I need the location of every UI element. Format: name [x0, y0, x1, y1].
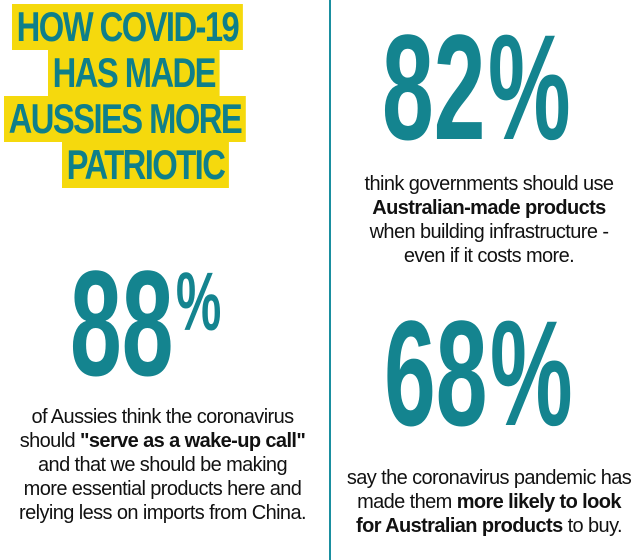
stat-88-caption: of Aussies think the coronavirus should … — [0, 405, 325, 525]
stat-88-line-5: relying less on imports from China. — [19, 502, 307, 524]
stat-82-line-4: even if it costs more. — [403, 245, 575, 267]
stat-68-bold-2: for Australian products — [356, 515, 563, 537]
stat-88-value: 88% — [70, 248, 221, 398]
stat-82-bold: Australian-made products — [372, 197, 606, 219]
headline-line-4: PATRIOTIC — [62, 142, 229, 188]
stat-68-line-1: say the coronavirus pandemic has — [346, 467, 632, 489]
headline-line-3: AUSSIES MORE — [4, 96, 246, 142]
stat-88-line-1: of Aussies think the coronavirus — [31, 406, 294, 428]
stat-68-bold-1: more likely to look — [456, 491, 622, 513]
stat-68-caption: say the coronavirus pandemic has made th… — [338, 466, 640, 538]
stat-68-number: 68 — [384, 289, 488, 457]
stat-88-bold: "serve as a wake-up call" — [80, 430, 306, 452]
headline: HOW COVID-19 HAS MADE AUSSIES MORE PATRI… — [4, 4, 304, 188]
stat-68-line-3b: to buy. — [562, 515, 623, 537]
headline-line-1: HOW COVID-19 — [12, 4, 243, 50]
stat-82-percent: % — [487, 3, 571, 171]
stat-88-line-2a: should — [19, 430, 81, 452]
stat-88-number: 88 — [70, 239, 174, 407]
stat-68-value: 68% — [384, 298, 573, 448]
stat-68-line-2a: made them — [357, 491, 457, 513]
stat-88-line-4: more essential products here and — [23, 478, 302, 500]
stat-88-percent: % — [175, 255, 222, 348]
headline-line-2: HAS MADE — [48, 50, 220, 96]
stat-82-caption: think governments should use Australian-… — [338, 172, 640, 268]
stat-68-percent: % — [489, 289, 573, 457]
stat-82-line-1: think governments should use — [364, 173, 615, 195]
stat-88-line-3: and that we should be making — [38, 454, 288, 476]
column-divider — [329, 0, 331, 560]
stat-82-value: 82% — [382, 12, 571, 162]
stat-82-number: 82 — [382, 3, 486, 171]
stat-82-line-3: when building infrastructure - — [369, 221, 609, 243]
